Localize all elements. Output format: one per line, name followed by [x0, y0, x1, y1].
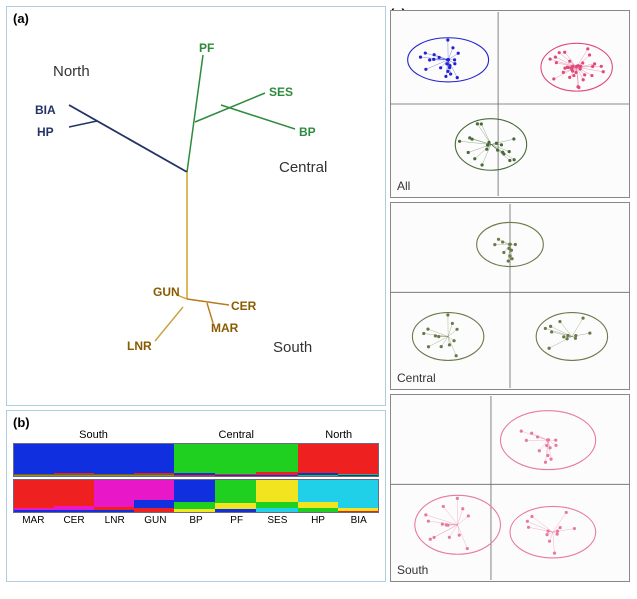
- structure-segment: [215, 480, 256, 512]
- leaf-pf: PF: [199, 41, 214, 55]
- scatter-label-south: South: [397, 563, 428, 577]
- tree-branch: [187, 55, 203, 172]
- structure-segment: [54, 444, 94, 476]
- pop-label-mar: MAR: [13, 515, 54, 526]
- panel-b-structure: (b) SouthCentralNorthK = 3K = 6MARCERLNR…: [6, 410, 386, 582]
- leaf-gun: GUN: [153, 285, 180, 299]
- structure-bars: SouthCentralNorthK = 3K = 6MARCERLNRGUNB…: [7, 429, 385, 599]
- scatter-svg: [391, 395, 629, 581]
- pop-label-hp: HP: [298, 515, 339, 526]
- tree-branch: [207, 303, 213, 323]
- pop-label-pf: PF: [216, 515, 257, 526]
- region-label-south: South: [273, 339, 312, 356]
- region-label-central: Central: [279, 159, 327, 176]
- structure-segment: [174, 480, 215, 512]
- leaf-bp: BP: [299, 125, 316, 139]
- panel-a-label: (a): [13, 11, 29, 26]
- structure-segment: [298, 444, 338, 476]
- region-header-south: South: [13, 429, 174, 441]
- pop-label-ses: SES: [257, 515, 298, 526]
- scatter-svg: [391, 11, 629, 197]
- structure-row-k3: [13, 443, 379, 477]
- structure-segment: [215, 444, 256, 476]
- tree-branch: [69, 105, 187, 172]
- leaf-lnr: LNR: [127, 339, 152, 353]
- structure-segment: [94, 480, 134, 512]
- pop-label-cer: CER: [54, 515, 95, 526]
- scatter-label-all: All: [397, 179, 410, 193]
- structure-segment: [338, 444, 378, 476]
- structure-row-k6: [13, 479, 379, 513]
- structure-segment: [14, 480, 54, 512]
- region-label-north: North: [53, 63, 90, 80]
- structure-segment: [256, 444, 297, 476]
- tree-branch: [155, 307, 183, 341]
- panel-c-column: (c) All Central South: [390, 6, 630, 582]
- structure-segment: [14, 444, 54, 476]
- tree-branch: [69, 121, 97, 127]
- pop-label-bia: BIA: [338, 515, 379, 526]
- region-header-north: North: [298, 429, 379, 441]
- pop-label-bp: BP: [176, 515, 217, 526]
- structure-segment: [134, 444, 174, 476]
- scatter-south: South: [390, 394, 630, 582]
- structure-segment: [256, 480, 297, 512]
- panel-a-tree: (a) PF SES BP BIA HP GUN CER MAR LNR North Central…: [6, 6, 386, 406]
- structure-segment: [338, 480, 378, 512]
- scatter-all: All: [390, 10, 630, 198]
- leaf-bia: BIA: [35, 103, 56, 117]
- scatter-central: Central: [390, 202, 630, 390]
- scatter-label-central: Central: [397, 371, 436, 385]
- scatter-svg: [391, 203, 629, 389]
- structure-segment: [134, 480, 174, 512]
- structure-segment: [94, 444, 134, 476]
- pop-label-lnr: LNR: [94, 515, 135, 526]
- structure-segment: [174, 444, 215, 476]
- structure-segment: [298, 480, 338, 512]
- leaf-hp: HP: [37, 125, 54, 139]
- pop-label-gun: GUN: [135, 515, 176, 526]
- leaf-ses: SES: [269, 85, 293, 99]
- region-header-central: Central: [174, 429, 298, 441]
- leaf-mar: MAR: [211, 321, 238, 335]
- panel-b-label: (b): [13, 415, 30, 430]
- structure-segment: [54, 480, 94, 512]
- tree-branch: [221, 105, 295, 129]
- leaf-cer: CER: [231, 299, 256, 313]
